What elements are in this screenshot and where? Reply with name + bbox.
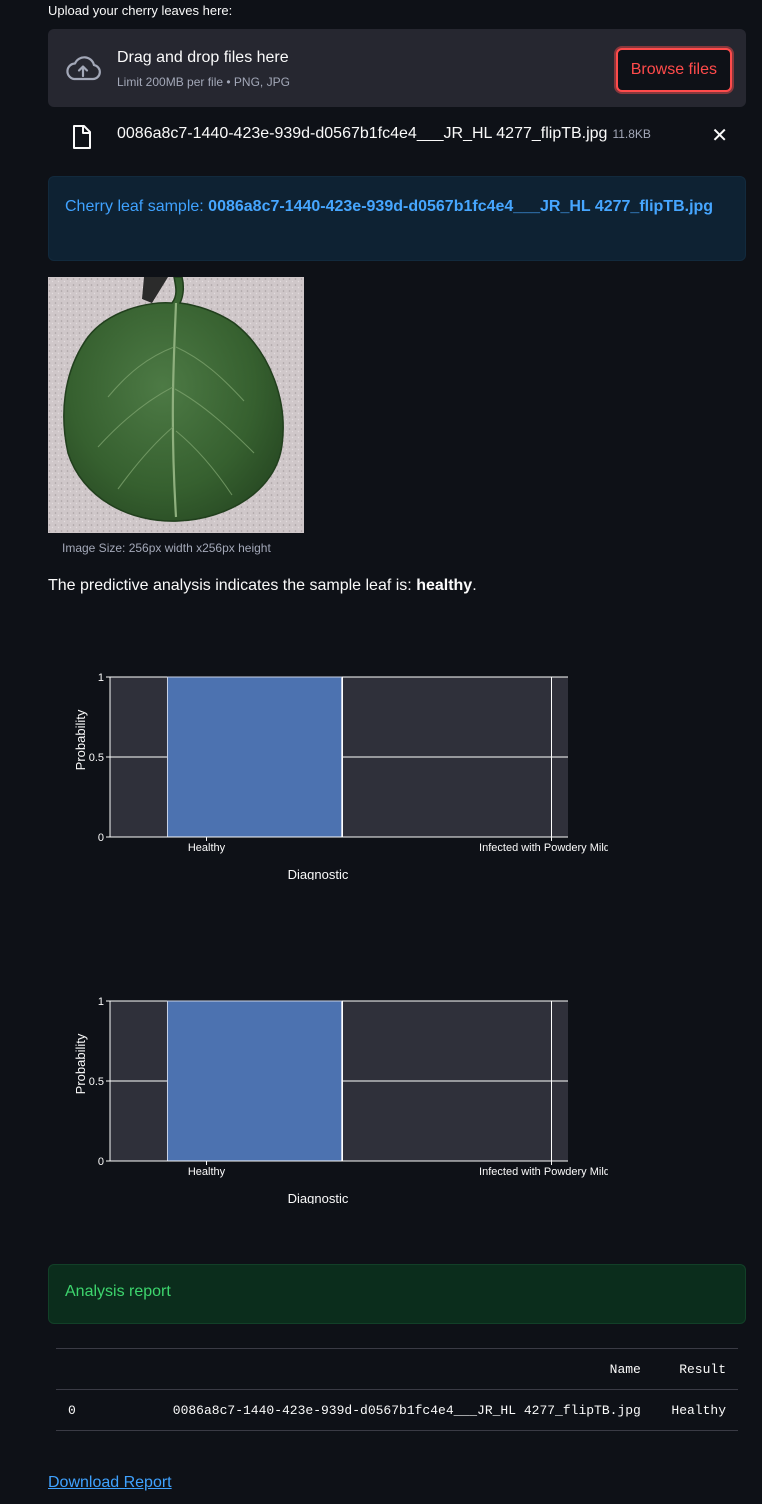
x-tick-label: Healthy xyxy=(188,842,226,854)
y-tick-label: 1 xyxy=(98,996,104,1008)
cloud-upload-icon xyxy=(66,56,101,81)
table-header-row: Name Result xyxy=(56,1348,738,1390)
file-name-text: 0086a8c7-1440-423e-939d-d0567b1fc4e4___J… xyxy=(117,125,608,142)
y-tick-label: 0.5 xyxy=(89,1076,104,1088)
y-tick-label: 0 xyxy=(98,832,104,844)
analysis-report-alert: Analysis report xyxy=(48,1264,746,1324)
file-size: 11.8KB xyxy=(612,127,651,141)
column-header-result[interactable]: Result xyxy=(652,1348,738,1390)
uploaded-file-row: 0086a8c7-1440-423e-939d-d0567b1fc4e4___J… xyxy=(48,116,746,156)
prediction-prefix: The predictive analysis indicates the sa… xyxy=(48,577,417,594)
dropzone-limit-text: Limit 200MB per file • PNG, JPG xyxy=(117,75,290,89)
remove-file-icon[interactable]: ✕ xyxy=(711,125,728,147)
y-axis-label: Probability xyxy=(73,709,88,770)
image-caption: Image Size: 256px width x256px height xyxy=(62,541,271,555)
info-filename: 0086a8c7-1440-423e-939d-d0567b1fc4e4___J… xyxy=(208,198,714,215)
y-axis-label: Probability xyxy=(73,1033,88,1094)
prediction-result: healthy xyxy=(416,577,473,594)
probability-chart-1: 0 0.5 1 Healthy Infected with Powdery Mildew… xyxy=(73,672,608,880)
row-index: 0 xyxy=(56,1389,120,1431)
sample-info-alert: Cherry leaf sample: 0086a8c7-1440-423e-9… xyxy=(48,176,746,261)
probability-chart-2: 0 0.5 1 Healthy Infected with Powdery Mildew… xyxy=(73,996,608,1204)
column-header-name[interactable]: Name xyxy=(120,1348,653,1390)
column-header-index[interactable] xyxy=(56,1348,120,1390)
uploader-label: Upload your cherry leaves here: xyxy=(48,3,233,18)
x-tick-label: Infected with Powdery Mildew xyxy=(479,842,608,854)
file-icon xyxy=(73,125,91,149)
row-result: Healthy xyxy=(652,1389,738,1431)
dropzone-title: Drag and drop files here xyxy=(117,49,289,66)
x-axis-label: Diagnostic xyxy=(288,867,349,880)
file-dropzone[interactable]: Drag and drop files here Limit 200MB per… xyxy=(48,29,746,107)
x-tick-label: Infected with Powdery Mildew xyxy=(479,1166,608,1178)
y-tick-label: 1 xyxy=(98,672,104,684)
browse-files-button[interactable]: Browse files xyxy=(615,48,732,92)
info-prefix: Cherry leaf sample: xyxy=(65,198,209,215)
report-table: Name Result 0 0086a8c7-1440-423e-939d-d0… xyxy=(56,1348,738,1431)
y-tick-label: 0.5 xyxy=(89,752,104,764)
bar-0 xyxy=(166,1000,343,1162)
uploaded-file-name: 0086a8c7-1440-423e-939d-d0567b1fc4e4___J… xyxy=(117,125,651,143)
prediction-text: The predictive analysis indicates the sa… xyxy=(48,577,477,595)
prediction-suffix: . xyxy=(472,577,477,594)
row-name: 0086a8c7-1440-423e-939d-d0567b1fc4e4___J… xyxy=(120,1389,653,1431)
download-report-link[interactable]: Download Report xyxy=(48,1474,172,1491)
x-tick-label: Healthy xyxy=(188,1166,226,1178)
leaf-sample-image xyxy=(48,277,304,533)
bar-0 xyxy=(166,676,343,838)
x-axis-label: Diagnostic xyxy=(288,1191,349,1204)
table-row: 0 0086a8c7-1440-423e-939d-d0567b1fc4e4__… xyxy=(56,1389,738,1431)
y-tick-label: 0 xyxy=(98,1156,104,1168)
